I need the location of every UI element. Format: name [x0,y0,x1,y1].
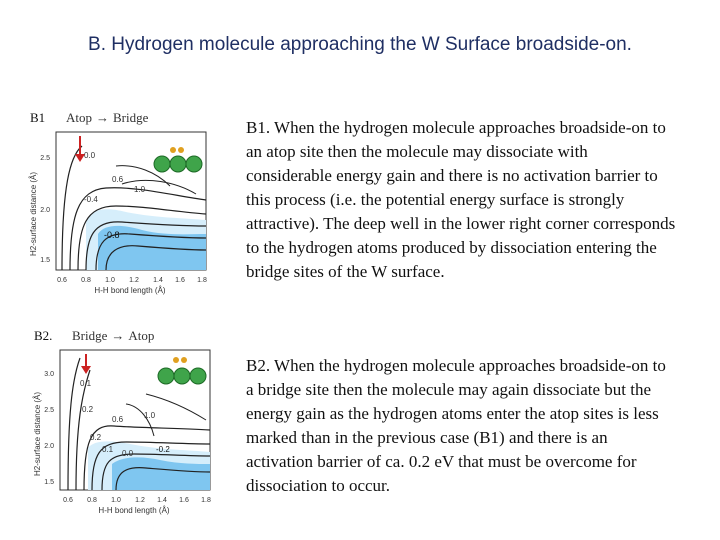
well-deep-region [112,457,210,490]
x-tick-label: 0.6 [57,277,67,284]
panel-b1-caption: Atop → Bridge [66,110,148,126]
contour-line [67,357,81,491]
x-tick-label: 1.4 [157,497,167,504]
contour-label: -0.2 [156,445,170,454]
contour-label: 0.6 [112,415,124,424]
panel-b2-caption: Bridge → Atop [72,328,154,344]
surface-atom [153,155,171,173]
x-tick-label: 1.2 [129,277,139,284]
hydrogen-atom [170,147,176,153]
contour-label: 0.0 [122,449,134,458]
y-axis-label: H2-surface distance (Å) [33,392,42,476]
y-tick-label: 3.0 [44,371,54,378]
contour-label: 0.2 [82,405,94,414]
panel-b2-contour-plot: 0.1 0.2 0.6 1.0 0.2 0.1 0.0 -0.2 3.0 2.5… [33,349,211,515]
contour-line [75,369,91,491]
contour-line [121,179,197,195]
y-tick-label: 1.5 [40,257,50,264]
x-tick-label: 0.8 [81,277,91,284]
x-tick-label: 1.4 [153,277,163,284]
y-tick-label: 2.0 [44,443,54,450]
contour-line [125,403,155,437]
y-tick-label: 2.5 [44,407,54,414]
y-tick-label: 2.5 [40,155,50,162]
panel-b1-label: B1 [30,110,46,125]
panel-b2-caption-arrow: → [111,328,125,343]
panel-b1-caption-arrow: → [96,110,109,125]
contour-line [85,221,207,271]
x-tick-label: 1.0 [111,497,121,504]
contour-line [115,165,171,187]
surface-atom [157,367,175,385]
surface-atom [169,155,187,173]
contour-label: 0.2 [90,433,102,442]
surface-atom [173,367,191,385]
contour-label: 0.6 [112,175,124,184]
contour-label: -0.4 [84,195,98,204]
contour-label: -0.8 [104,230,120,240]
x-tick-label: 1.8 [197,277,207,284]
x-tick-label: 1.6 [175,277,185,284]
contour-line [69,187,207,271]
contour-line [145,393,207,421]
panel-b1-description: B1. When the hydrogen molecule approache… [246,118,676,281]
x-tick-label: 1.8 [201,497,211,504]
contour-line [115,467,211,491]
contour-line [101,453,211,491]
contour-label: 0.0 [84,151,96,160]
panel-b2-caption-to: Atop [128,328,155,343]
panel-b2-description: B2. When the hydrogen molecule approache… [246,356,666,495]
panel-b2-caption-from: Bridge [72,328,108,343]
x-tick-label: 1.2 [135,497,145,504]
contour-line [83,425,211,491]
x-axis-label: H-H bond length (Å) [94,286,165,295]
y-tick-label: 2.0 [40,207,50,214]
contour-line [105,245,207,271]
contour-label: 0.1 [80,379,92,388]
surface-atom [185,155,203,173]
contour-line [95,233,207,271]
contour-line [77,205,207,271]
contour-line [91,441,211,491]
panel-b1-caption-from: Atop [66,110,92,125]
panel-b1-caption-to: Bridge [113,110,149,125]
y-axis-label: H2-surface distance (Å) [29,172,38,256]
approach-arrow-head [75,154,85,162]
hydrogen-atom [181,357,187,363]
contour-label: 0.1 [102,445,114,454]
x-tick-label: 1.6 [179,497,189,504]
contour-line [61,145,83,271]
contour-label: 1.0 [134,185,146,194]
slide-title: B. Hydrogen molecule approaching the W S… [88,34,632,55]
contour-label: 1.0 [144,411,156,420]
hydrogen-atom [178,147,184,153]
x-axis-label: H-H bond length (Å) [98,506,169,515]
x-tick-label: 0.8 [87,497,97,504]
approach-arrow-head [81,366,91,374]
panel-b2-label: B2. [34,328,53,343]
panel-b1-contour-plot: 0.0 0.6 1.0 -0.4 -0.8 2.5 2.0 1.5 H2-sur… [29,131,207,295]
x-tick-label: 0.6 [63,497,73,504]
x-tick-label: 1.0 [105,277,115,284]
y-tick-label: 1.5 [44,479,54,486]
hydrogen-atom [173,357,179,363]
surface-atom [189,367,207,385]
